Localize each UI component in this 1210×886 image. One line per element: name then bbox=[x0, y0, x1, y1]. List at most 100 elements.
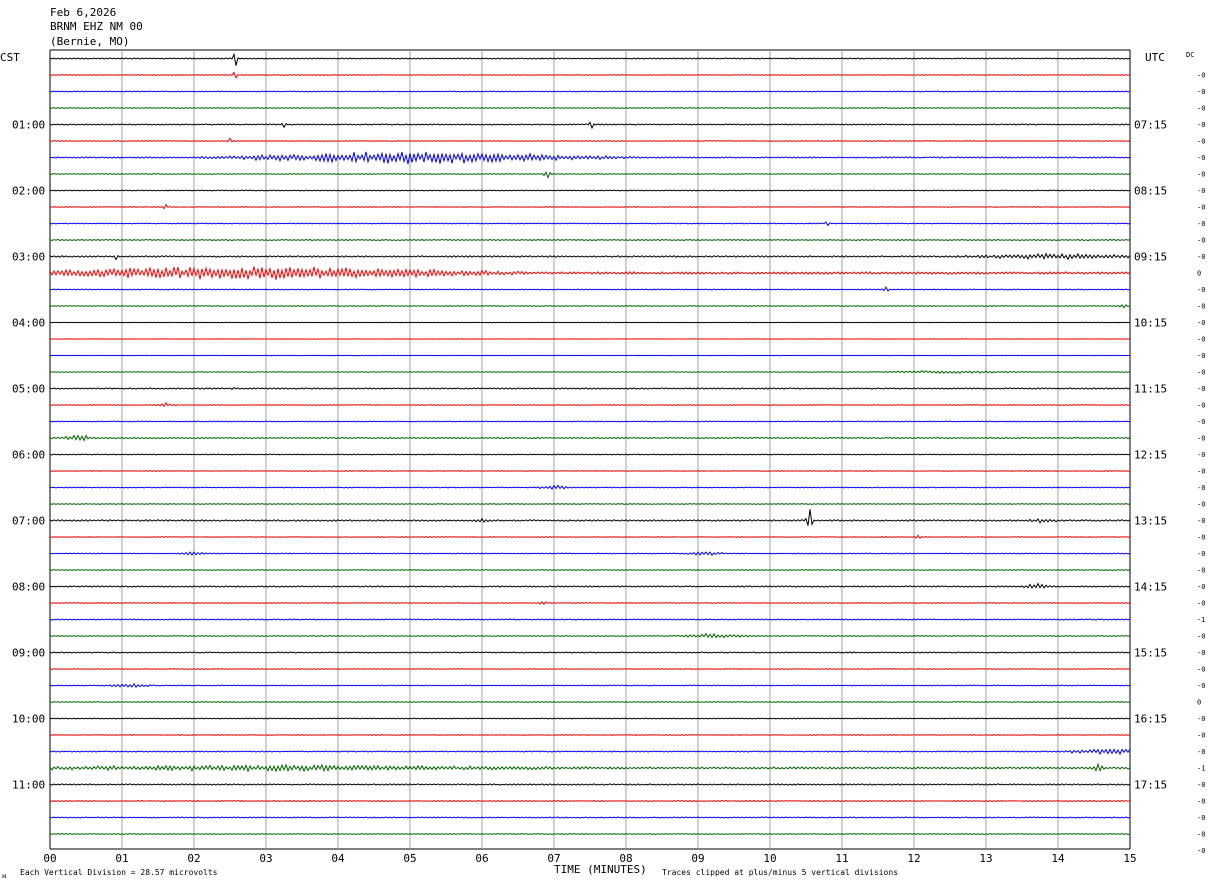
trace-31 bbox=[49, 568, 1131, 572]
clip-note: Traces clipped at plus/minus 5 vertical … bbox=[662, 868, 898, 877]
x-tick-label: 09 bbox=[691, 852, 704, 865]
dc-offset-label: -0 bbox=[1197, 550, 1205, 558]
dc-offset-label: -0 bbox=[1197, 649, 1205, 657]
trace-40 bbox=[49, 717, 1131, 720]
trace-7 bbox=[49, 171, 1131, 179]
dc-offset-label: -0 bbox=[1197, 72, 1205, 80]
trace-41 bbox=[49, 733, 1131, 737]
x-tick-label: 01 bbox=[115, 852, 128, 865]
time-grid bbox=[49, 49, 1131, 850]
x-tick-label: 02 bbox=[187, 852, 200, 865]
right-hour-labels: 07:15 08:15 09:15 10:15 11:15 12:15 13:15 14:15… bbox=[1134, 119, 1167, 792]
trace-42 bbox=[49, 748, 1131, 756]
trace-34 bbox=[49, 618, 1131, 621]
dc-offset-label: -0 bbox=[1197, 534, 1205, 542]
right-hour-label: 12:15 bbox=[1134, 449, 1167, 462]
trace-9 bbox=[49, 203, 1131, 210]
dc-offset-label: -0 bbox=[1197, 847, 1205, 855]
left-hour-label: 11:00 bbox=[12, 779, 45, 792]
right-hour-label: 14:15 bbox=[1134, 581, 1167, 594]
trace-20 bbox=[49, 386, 1131, 391]
x-tick-label: 14 bbox=[1051, 852, 1065, 865]
x-tick-label: 11 bbox=[835, 852, 848, 865]
dc-offset-label: -0 bbox=[1197, 303, 1205, 311]
trace-35 bbox=[49, 632, 1131, 639]
dc-offset-label: -0 bbox=[1197, 468, 1205, 476]
trace-36 bbox=[49, 651, 1131, 654]
trace-12 bbox=[49, 252, 1131, 261]
trace-24 bbox=[49, 453, 1131, 456]
left-hour-labels: 01:00 02:00 03:00 04:00 05:00 06:00 07:00 08:00… bbox=[12, 119, 45, 792]
trace-19 bbox=[49, 370, 1131, 375]
dc-offset-label: -0 bbox=[1197, 633, 1205, 641]
left-hour-label: 08:00 bbox=[12, 581, 45, 594]
trace-8 bbox=[49, 189, 1131, 192]
dc-offset-label: -0 bbox=[1197, 501, 1205, 509]
trace-23 bbox=[49, 434, 1131, 442]
trace-37 bbox=[49, 667, 1131, 671]
x-tick-label: 08 bbox=[619, 852, 632, 865]
dc-offset-label: -0 bbox=[1197, 105, 1205, 113]
trace-14 bbox=[49, 286, 1131, 292]
dc-offset-label: -0 bbox=[1197, 418, 1205, 426]
dc-offset-label: -0 bbox=[1197, 319, 1205, 327]
x-tick-label: 10 bbox=[763, 852, 776, 865]
left-hour-label: 02:00 bbox=[12, 185, 45, 198]
right-hour-label: 17:15 bbox=[1134, 779, 1167, 792]
right-hour-label: 07:15 bbox=[1134, 119, 1167, 132]
dc-offset-label: -1 bbox=[1197, 616, 1205, 624]
trace-39 bbox=[49, 700, 1131, 704]
trace-32 bbox=[49, 582, 1131, 589]
dc-offset-label: -0 bbox=[1197, 600, 1205, 608]
left-hour-label: 10:00 bbox=[12, 713, 45, 726]
dc-offset-label: 0 bbox=[1197, 270, 1201, 278]
left-timezone-label: CST bbox=[0, 51, 20, 64]
trace-38 bbox=[49, 682, 1131, 689]
dc-offset-label: -0 bbox=[1197, 583, 1205, 591]
dc-offset-label: -0 bbox=[1197, 567, 1205, 575]
trace-30 bbox=[49, 551, 1131, 557]
seismogram-traces bbox=[49, 52, 1131, 836]
left-hour-label: 05:00 bbox=[12, 383, 45, 396]
dc-offset-label: 0 bbox=[1197, 699, 1201, 707]
trace-26 bbox=[49, 484, 1131, 491]
left-hour-label: 03:00 bbox=[12, 251, 45, 264]
station-id: BRNM EHZ NM 00 bbox=[50, 20, 143, 33]
trace-10 bbox=[49, 221, 1131, 227]
right-hour-label: 15:15 bbox=[1134, 647, 1167, 660]
dc-offset-label: -0 bbox=[1197, 121, 1205, 129]
dc-offset-label: -0 bbox=[1197, 237, 1205, 245]
x-axis-ticks: 00 01 02 03 04 05 06 07 08 09 10 11 12 13 14 15 bbox=[43, 852, 1136, 865]
trace-4 bbox=[49, 121, 1131, 130]
dc-offset-label: -0 bbox=[1197, 451, 1205, 459]
left-hour-label: 01:00 bbox=[12, 119, 45, 132]
dc-offset-label: -0 bbox=[1197, 748, 1205, 756]
trace-46 bbox=[49, 816, 1131, 819]
dc-offset-label: -0 bbox=[1197, 682, 1205, 690]
right-hour-label: 08:15 bbox=[1134, 185, 1167, 198]
left-hour-label: 06:00 bbox=[12, 449, 45, 462]
right-hour-label: 16:15 bbox=[1134, 713, 1167, 726]
x-tick-label: 04 bbox=[331, 852, 345, 865]
dc-offset-label: -0 bbox=[1197, 171, 1205, 179]
plot-date: Feb 6,2026 bbox=[50, 6, 116, 19]
dc-offset-label: -0 bbox=[1197, 402, 1205, 410]
dc-label: DC bbox=[1186, 51, 1194, 59]
trace-21 bbox=[49, 401, 1131, 408]
dc-offset-label: -0 bbox=[1197, 666, 1205, 674]
trace-43 bbox=[49, 762, 1131, 773]
dc-offset-label: -0 bbox=[1197, 814, 1205, 822]
x-tick-label: 15 bbox=[1123, 852, 1136, 865]
x-tick-label: 07 bbox=[547, 852, 560, 865]
x-axis-title: TIME (MINUTES) bbox=[554, 863, 647, 876]
dc-offset-label: -0 bbox=[1197, 484, 1205, 492]
trace-3 bbox=[49, 106, 1131, 110]
x-tick-label: 13 bbox=[979, 852, 992, 865]
x-tick-label: 03 bbox=[259, 852, 272, 865]
trace-25 bbox=[49, 469, 1131, 473]
trace-45 bbox=[49, 799, 1131, 803]
dc-offset-label: -0 bbox=[1197, 253, 1205, 261]
dc-offset-label: -0 bbox=[1197, 352, 1205, 360]
dc-offset-label: -0 bbox=[1197, 88, 1205, 96]
